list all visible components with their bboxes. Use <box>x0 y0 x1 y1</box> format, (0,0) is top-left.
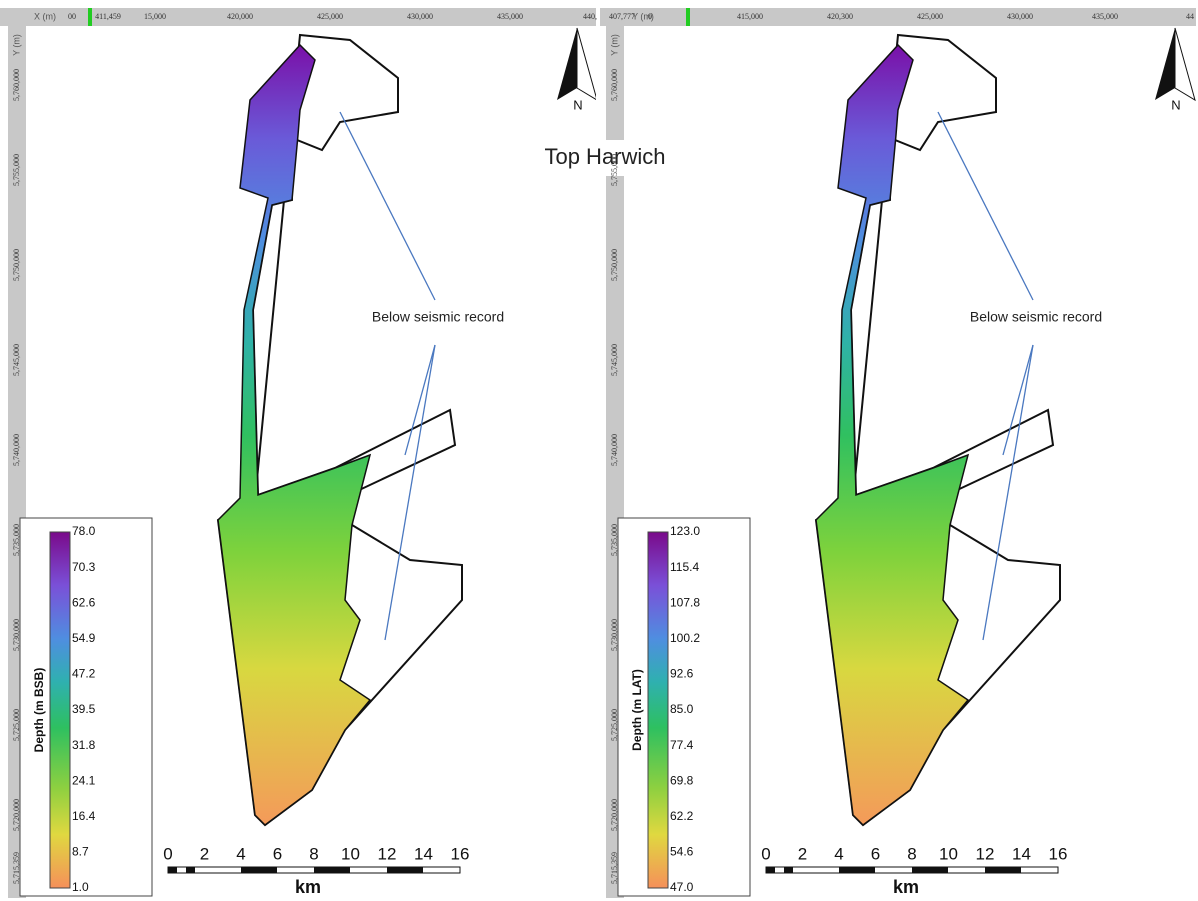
y-tick-label: 5,725,000 <box>610 709 619 741</box>
y-tick-label: 5,730,000 <box>12 619 21 651</box>
x-tick-label: 44 <box>1186 12 1194 21</box>
y-tick-label: 5,725,000 <box>12 709 21 741</box>
legend-tick-label: 92.6 <box>670 667 694 681</box>
y-tick-label: 5,720,000 <box>610 799 619 831</box>
scale-tick-label: 2 <box>798 844 807 863</box>
scale-tick-label: 10 <box>341 844 360 863</box>
legend-tick-label: 8.7 <box>72 845 89 859</box>
y-tick-label: 5,715,359 <box>12 852 21 884</box>
x-tick-label: 15,000 <box>144 12 166 21</box>
legend-tick-label: 54.6 <box>670 845 694 859</box>
left-map <box>0 8 598 898</box>
y-tick-label: 5,755,000 <box>12 154 21 186</box>
x-tick-label: 435,000 <box>497 12 523 21</box>
right-map <box>598 8 1196 898</box>
x-tick-label: 425,000 <box>917 12 943 21</box>
legend-tick-label: 62.6 <box>72 595 96 609</box>
x-tick-label: 435,000 <box>1092 12 1118 21</box>
legend-tick-label: 100.2 <box>670 631 700 645</box>
x-tick-label: 0 <box>648 12 652 21</box>
legend-title: Depth (m BSB) <box>32 668 46 753</box>
legend-tick-label: 115.4 <box>670 560 699 574</box>
legend-tick-label: 69.8 <box>670 773 694 787</box>
x-tick-label: 440, <box>583 12 597 21</box>
y-axis-label: Y (m) <box>609 34 619 56</box>
y-tick-label: 5,745,000 <box>12 344 21 376</box>
scale-tick-label: 6 <box>871 844 880 863</box>
y-tick-label: 5,745,000 <box>610 344 619 376</box>
scale-tick-label: 4 <box>834 844 843 863</box>
title: Top Harwich <box>544 144 665 169</box>
scale-tick-label: 12 <box>378 844 397 863</box>
y-tick-label: 5,720,000 <box>12 799 21 831</box>
y-tick-label: 5,760,000 <box>12 69 21 101</box>
scale-tick-label: 10 <box>939 844 958 863</box>
scale-tick-label: 0 <box>163 844 172 863</box>
x-tick-label: 425,000 <box>317 12 343 21</box>
x-tick-label: 420,300 <box>827 12 853 21</box>
x-tick-label: 00 <box>68 12 76 21</box>
legend-tick-label: 85.0 <box>670 702 694 716</box>
y-tick-label: 5,735,000 <box>610 524 619 556</box>
x-tick-label: 411,459 <box>95 12 121 21</box>
scale-tick-label: 14 <box>1012 844 1031 863</box>
x-axis-label: X (m) <box>34 11 56 21</box>
legend-tick-label: 54.9 <box>72 631 96 645</box>
legend-tick-label: 78.0 <box>72 524 96 538</box>
scale-tick-label: 16 <box>451 844 470 863</box>
scale-tick-label: 16 <box>1049 844 1068 863</box>
scale-tick-label: 2 <box>200 844 209 863</box>
scale-tick-label: 14 <box>414 844 433 863</box>
y-tick-label: 5,730,000 <box>610 619 619 651</box>
scale-unit: km <box>295 877 321 897</box>
legend-tick-label: 107.8 <box>670 595 700 609</box>
x-tick-label: 430,000 <box>407 12 433 21</box>
scale-unit: km <box>893 877 919 897</box>
x-tick-label: 430,000 <box>1007 12 1033 21</box>
y-tick-label: 5,740,000 <box>610 434 619 466</box>
legend-tick-label: 47.2 <box>72 667 96 681</box>
y-tick-label: 5,740,000 <box>12 434 21 466</box>
legend-tick-label: 1.0 <box>72 880 89 894</box>
legend-tick-label: 24.1 <box>72 773 96 787</box>
legend-tick-label: 16.4 <box>72 809 96 823</box>
legend-tick-label: 39.5 <box>72 702 96 716</box>
x-tick-label: 420,000 <box>227 12 253 21</box>
y-tick-label: 5,715,359 <box>610 852 619 884</box>
scale-tick-label: 12 <box>976 844 995 863</box>
legend-tick-label: 123.0 <box>670 524 700 538</box>
scale-tick-label: 6 <box>273 844 282 863</box>
north-label: N <box>1171 97 1180 112</box>
scale-tick-label: 0 <box>761 844 770 863</box>
x-tick-label: 407,777 <box>609 12 635 21</box>
legend-tick-label: 47.0 <box>670 880 694 894</box>
map-figure: Top Harwich X (m)00411,45915,000420,0004… <box>0 0 1198 901</box>
y-tick-label: 5,735,000 <box>12 524 21 556</box>
scale-tick-label: 8 <box>907 844 916 863</box>
scale-tick-label: 8 <box>309 844 318 863</box>
annotation: Below seismic record <box>970 309 1102 325</box>
legend-tick-label: 62.2 <box>670 809 694 823</box>
legend-tick-label: 70.3 <box>72 560 96 574</box>
legend-tick-label: 77.4 <box>670 738 694 752</box>
legend-tick-label: 31.8 <box>72 738 96 752</box>
annotation: Below seismic record <box>372 309 504 325</box>
y-axis-label: Y (m) <box>11 34 21 56</box>
north-label: N <box>573 97 582 112</box>
y-tick-label: 5,760,000 <box>610 69 619 101</box>
y-tick-label: 5,750,000 <box>610 249 619 281</box>
legend-title: Depth (m LAT) <box>630 669 644 751</box>
y-tick-label: 5,750,000 <box>12 249 21 281</box>
y-tick-label: 5,755,000 <box>610 154 619 186</box>
x-tick-label: 415,000 <box>737 12 763 21</box>
scale-tick-label: 4 <box>236 844 245 863</box>
